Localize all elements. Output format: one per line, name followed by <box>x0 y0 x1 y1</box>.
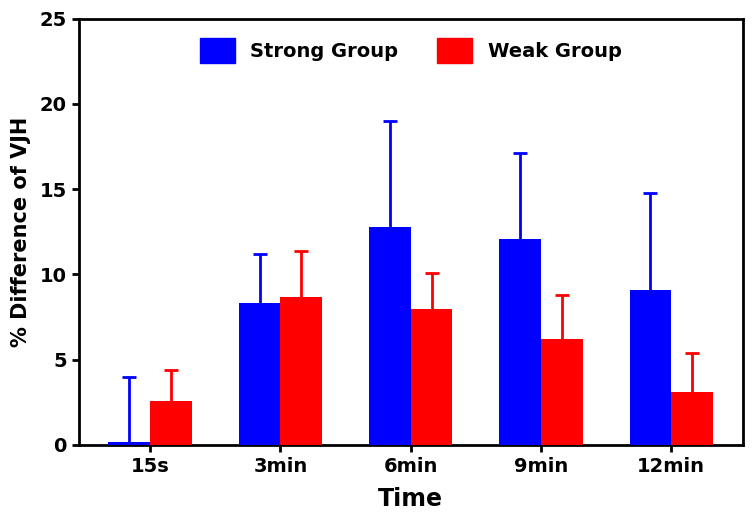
Bar <box>280 296 322 445</box>
Bar <box>541 339 583 445</box>
Bar <box>499 239 541 445</box>
Bar <box>630 290 671 445</box>
X-axis label: Time: Time <box>379 487 443 511</box>
Bar <box>369 227 411 445</box>
Bar <box>150 400 192 445</box>
Legend: Strong Group, Weak Group: Strong Group, Weak Group <box>190 28 631 73</box>
Bar <box>411 309 452 445</box>
Bar <box>671 392 713 445</box>
Bar <box>239 303 280 445</box>
Bar <box>109 442 150 445</box>
Y-axis label: % Difference of VJH: % Difference of VJH <box>11 116 31 347</box>
